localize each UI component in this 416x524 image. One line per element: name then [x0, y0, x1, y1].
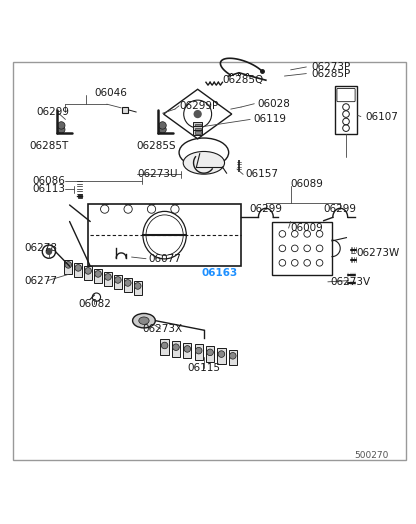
Text: 06299P: 06299P: [179, 101, 218, 111]
Bar: [195, 132, 201, 134]
Circle shape: [173, 344, 179, 351]
Circle shape: [184, 346, 191, 352]
Text: 06107: 06107: [365, 112, 398, 122]
Bar: [172, 341, 180, 357]
Circle shape: [159, 126, 166, 133]
Bar: [193, 126, 202, 132]
Ellipse shape: [183, 151, 225, 174]
Circle shape: [65, 261, 72, 268]
Circle shape: [105, 274, 111, 280]
Text: 06299: 06299: [249, 204, 282, 214]
Text: 06285P: 06285P: [311, 69, 351, 79]
Bar: [229, 350, 237, 365]
Circle shape: [57, 126, 65, 133]
Circle shape: [75, 265, 82, 271]
Circle shape: [230, 353, 236, 359]
Bar: [94, 269, 102, 283]
Ellipse shape: [133, 313, 155, 328]
Circle shape: [85, 268, 92, 274]
Bar: [195, 344, 203, 360]
Bar: [74, 263, 82, 277]
Bar: [335, 86, 357, 134]
Bar: [104, 271, 112, 287]
Bar: [195, 128, 201, 130]
Text: 06077: 06077: [148, 254, 181, 264]
Bar: [78, 194, 82, 198]
Circle shape: [115, 277, 121, 283]
Text: 06273P: 06273P: [311, 62, 351, 72]
Bar: [64, 259, 72, 275]
Circle shape: [57, 122, 65, 129]
Text: 06299: 06299: [37, 107, 69, 117]
Circle shape: [134, 282, 141, 289]
Bar: [272, 222, 332, 275]
Text: 06285S: 06285S: [136, 141, 176, 151]
Text: 06157: 06157: [245, 169, 278, 179]
Text: 06273X: 06273X: [143, 324, 183, 334]
Circle shape: [207, 349, 213, 356]
Text: 06086: 06086: [32, 176, 65, 185]
Circle shape: [159, 122, 166, 129]
Bar: [193, 130, 202, 135]
Text: 06273U: 06273U: [138, 169, 178, 179]
Circle shape: [193, 110, 202, 118]
Text: 06163: 06163: [201, 268, 237, 278]
Circle shape: [46, 248, 52, 255]
Text: 06113: 06113: [32, 184, 65, 194]
Circle shape: [218, 351, 225, 357]
Text: 06119: 06119: [253, 114, 287, 124]
Text: 06285T: 06285T: [29, 141, 69, 151]
Text: 06082: 06082: [78, 299, 111, 309]
Text: 06028: 06028: [258, 99, 290, 109]
Bar: [161, 339, 169, 355]
Bar: [114, 275, 122, 289]
Bar: [84, 266, 92, 280]
Text: 06273W: 06273W: [356, 248, 399, 258]
Text: 06278: 06278: [24, 243, 57, 253]
Text: 06277: 06277: [24, 276, 57, 286]
Text: 06089: 06089: [291, 179, 324, 189]
Circle shape: [161, 342, 168, 349]
Bar: [134, 280, 142, 296]
Text: 06115: 06115: [187, 363, 220, 373]
Bar: [193, 122, 202, 127]
Bar: [124, 278, 132, 292]
Circle shape: [196, 347, 202, 354]
Circle shape: [124, 280, 131, 286]
Bar: [183, 343, 191, 358]
Ellipse shape: [139, 317, 149, 324]
Circle shape: [95, 270, 102, 277]
Text: 06299: 06299: [324, 204, 357, 214]
Text: 06046: 06046: [94, 89, 127, 99]
Bar: [195, 124, 201, 126]
Text: 06009: 06009: [291, 223, 323, 233]
Text: 500270: 500270: [354, 451, 389, 460]
Bar: [206, 346, 214, 362]
Text: 06273V: 06273V: [330, 277, 370, 287]
Bar: [217, 348, 225, 364]
Text: 06285Q: 06285Q: [223, 75, 264, 85]
